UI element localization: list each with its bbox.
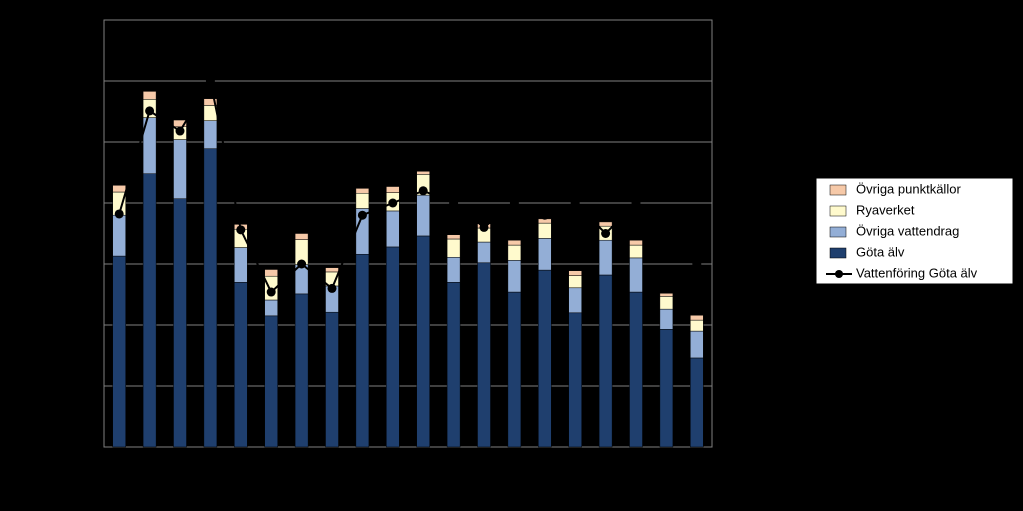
legend-marker bbox=[835, 270, 843, 278]
line-marker bbox=[631, 198, 641, 208]
bar bbox=[690, 357, 704, 448]
bar bbox=[659, 329, 674, 448]
bar bbox=[538, 269, 552, 448]
line-marker bbox=[449, 198, 459, 208]
bar bbox=[507, 239, 522, 246]
line-marker bbox=[388, 198, 398, 208]
bar bbox=[659, 308, 674, 330]
bar bbox=[112, 255, 126, 448]
bar bbox=[629, 244, 643, 259]
bar bbox=[173, 198, 187, 448]
bar bbox=[507, 260, 522, 293]
legend-label: Övriga vattendrag bbox=[856, 223, 959, 238]
legend-swatch bbox=[829, 226, 847, 238]
line-marker bbox=[266, 287, 276, 297]
bar bbox=[203, 148, 218, 448]
bar bbox=[568, 287, 582, 314]
legend-swatch bbox=[829, 184, 847, 196]
line-marker bbox=[297, 259, 307, 269]
bar bbox=[355, 253, 370, 448]
legend-box bbox=[815, 177, 1014, 285]
bar bbox=[446, 282, 461, 448]
line-marker bbox=[692, 259, 702, 269]
bar bbox=[507, 244, 522, 261]
line-marker bbox=[418, 186, 428, 196]
bar bbox=[386, 210, 400, 248]
line-marker bbox=[205, 76, 215, 86]
bar bbox=[325, 267, 339, 273]
bar bbox=[386, 186, 400, 193]
bar bbox=[598, 239, 613, 276]
plot-area bbox=[103, 19, 713, 448]
bar bbox=[416, 194, 430, 237]
line-marker bbox=[479, 222, 489, 232]
bar bbox=[538, 238, 552, 271]
bar bbox=[568, 312, 582, 448]
bar bbox=[325, 311, 339, 448]
bar bbox=[629, 291, 643, 448]
bar bbox=[294, 233, 309, 240]
legend-label: Vattenföring Göta älv bbox=[856, 265, 978, 280]
bar bbox=[507, 291, 522, 448]
bar bbox=[690, 314, 704, 321]
line-marker bbox=[145, 106, 155, 116]
bar bbox=[568, 275, 582, 289]
line-marker bbox=[175, 126, 185, 136]
legend-swatch bbox=[829, 205, 847, 217]
bar bbox=[355, 188, 370, 194]
bar bbox=[203, 98, 218, 106]
bar bbox=[386, 246, 400, 448]
line-marker bbox=[236, 225, 246, 235]
bar bbox=[598, 274, 613, 448]
line-marker bbox=[601, 229, 611, 238]
line bbox=[118, 78, 698, 294]
bar bbox=[294, 293, 309, 448]
bar bbox=[416, 171, 430, 175]
bar bbox=[264, 269, 278, 277]
legend-label: Övriga punktkällor bbox=[856, 181, 961, 196]
line-marker bbox=[357, 210, 367, 220]
line-marker bbox=[114, 209, 124, 219]
bar bbox=[446, 238, 461, 258]
legend-swatch bbox=[829, 247, 847, 259]
bar bbox=[538, 222, 552, 239]
bar bbox=[598, 221, 613, 227]
bar bbox=[173, 139, 187, 199]
bar bbox=[234, 247, 248, 283]
legend-label: Göta älv bbox=[856, 244, 905, 259]
bar bbox=[142, 91, 157, 100]
bar bbox=[629, 239, 643, 246]
bar bbox=[112, 214, 126, 257]
line-marker bbox=[540, 210, 550, 220]
bar bbox=[446, 234, 461, 240]
bar bbox=[203, 120, 218, 149]
bar bbox=[264, 299, 278, 317]
line-marker bbox=[509, 198, 519, 208]
bar bbox=[416, 235, 430, 448]
bar bbox=[355, 192, 370, 209]
bar bbox=[112, 185, 126, 193]
bar bbox=[477, 262, 491, 448]
bar bbox=[142, 173, 157, 448]
bar bbox=[659, 293, 674, 297]
legend-label: Ryaverket bbox=[856, 202, 915, 217]
bar bbox=[659, 296, 674, 310]
line-marker bbox=[327, 283, 337, 293]
line-marker bbox=[570, 198, 580, 208]
line-marker bbox=[661, 241, 671, 251]
bar bbox=[477, 241, 491, 264]
bar bbox=[690, 330, 704, 359]
bar bbox=[690, 319, 704, 332]
bar bbox=[234, 282, 248, 448]
bar bbox=[568, 270, 582, 276]
bar bbox=[446, 257, 461, 283]
bar bbox=[629, 257, 643, 293]
bar bbox=[264, 315, 278, 448]
